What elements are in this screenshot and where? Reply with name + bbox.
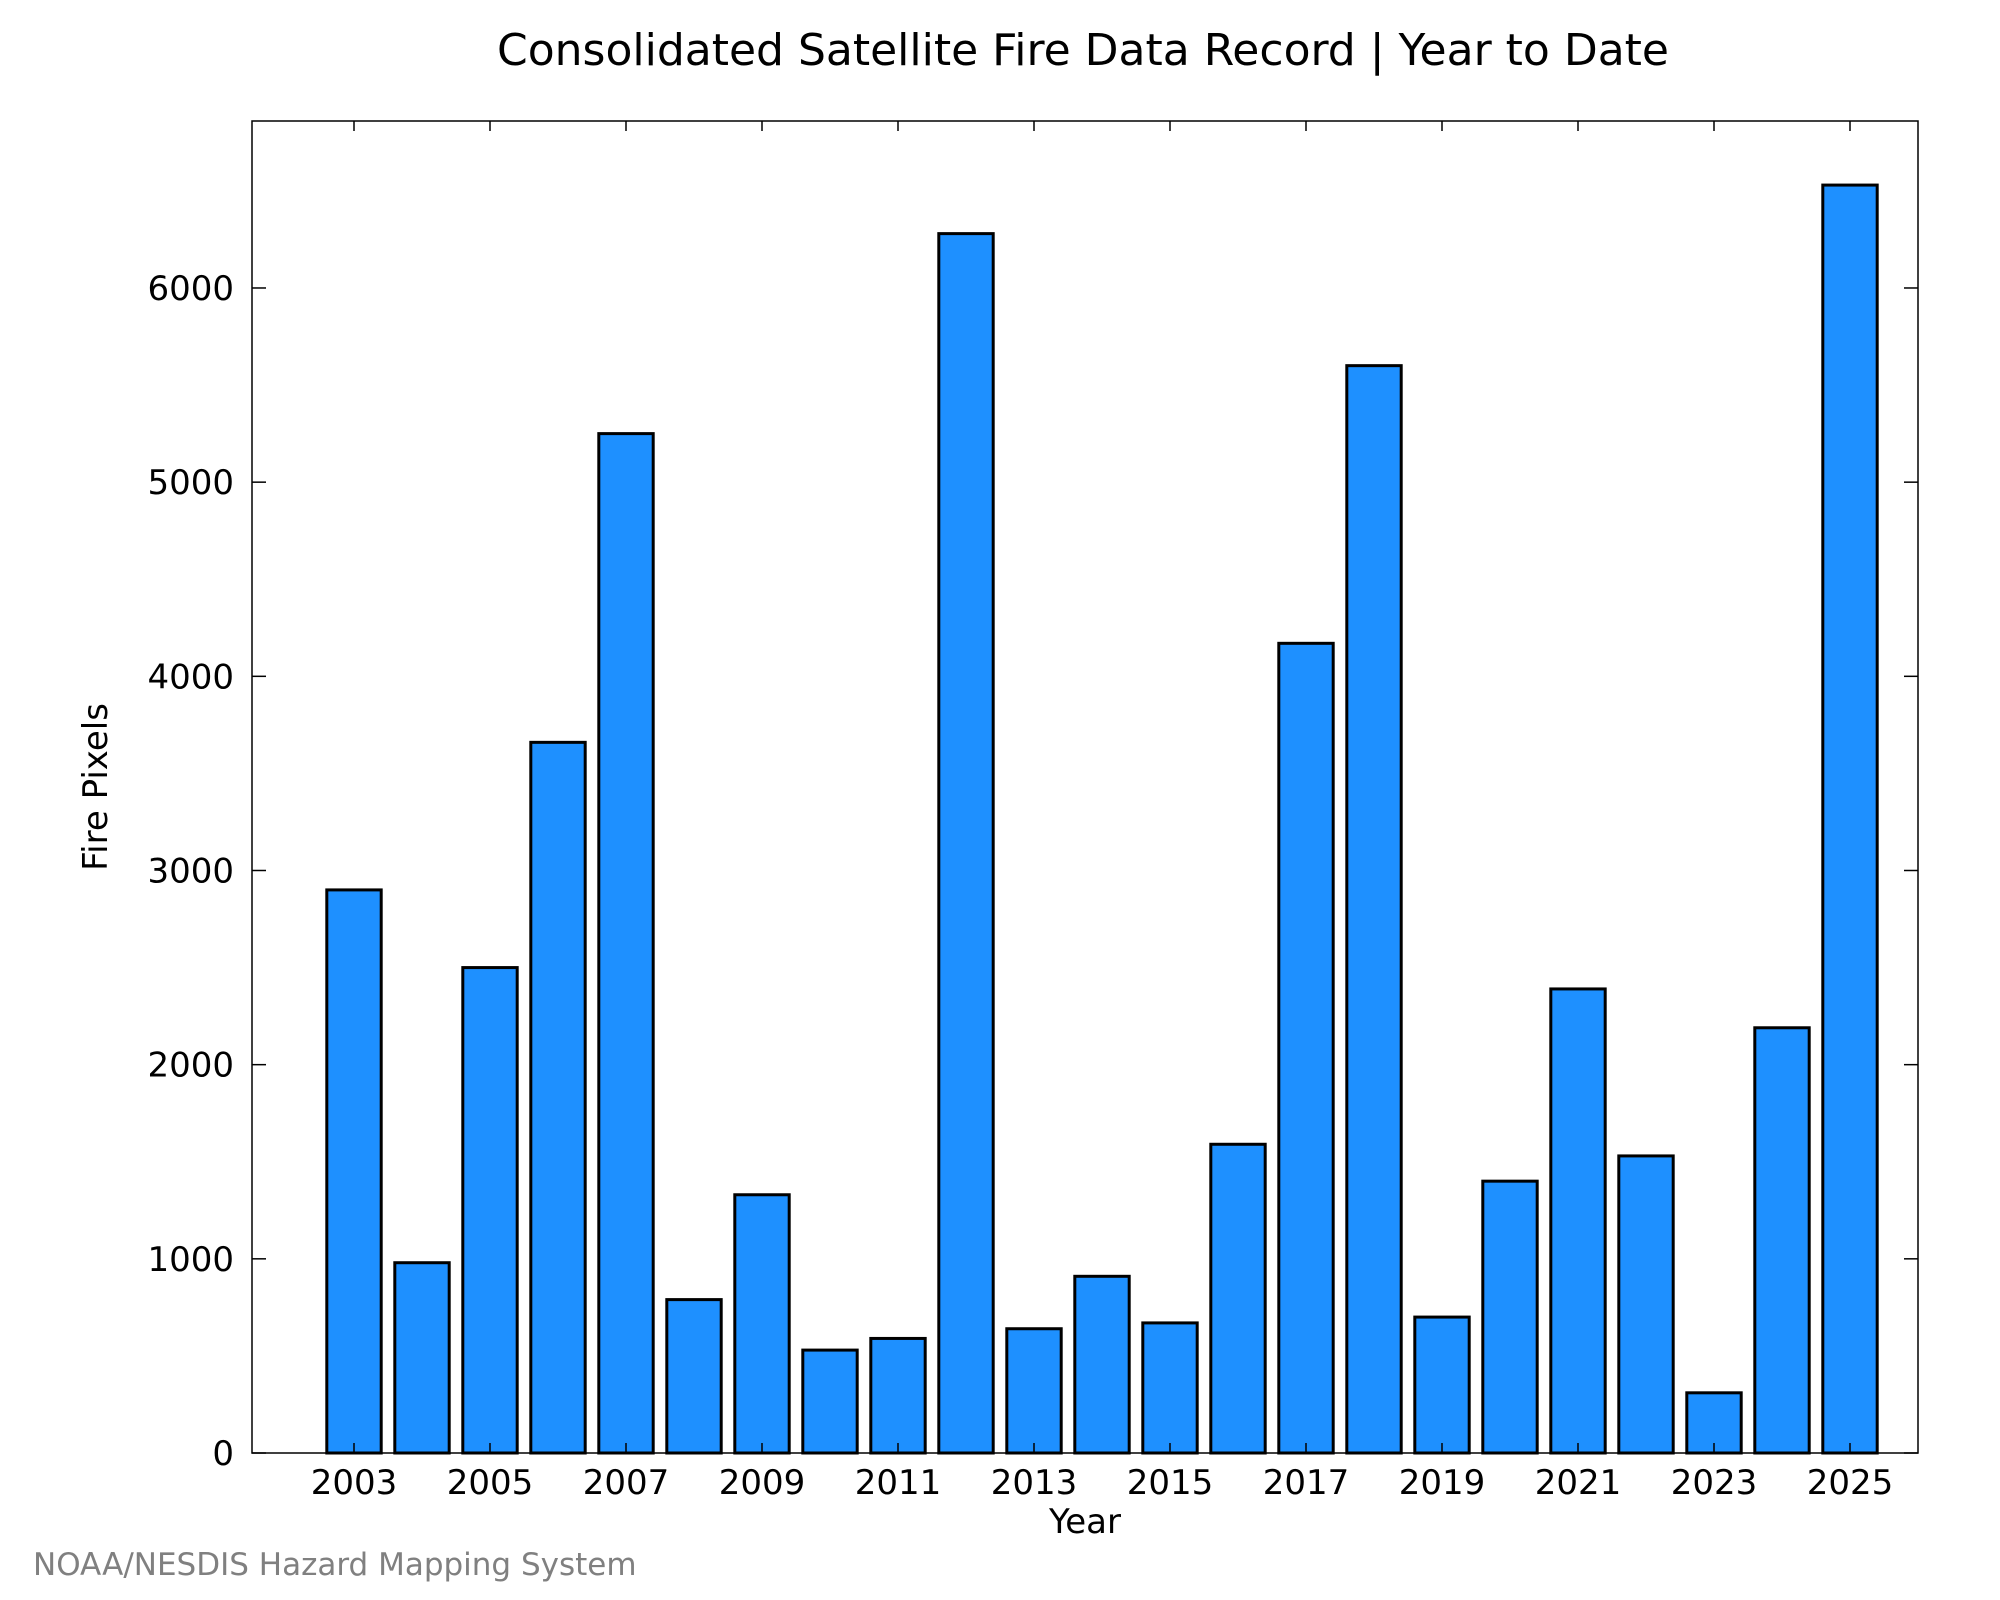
bar-2019 (1413, 1315, 1471, 1455)
x-tick-label: 2009 (719, 1463, 806, 1503)
bar-2024 (1753, 1026, 1811, 1455)
bar-2014 (1073, 1274, 1131, 1455)
bar-2012 (937, 232, 995, 1455)
x-axis-label: Year (1048, 1502, 1121, 1542)
axis-ticks (252, 121, 1918, 1454)
bar-2013 (1005, 1327, 1063, 1455)
chart-title: Consolidated Satellite Fire Data Record … (497, 25, 1669, 76)
bar-2007 (597, 432, 655, 1455)
bar-2009 (733, 1193, 791, 1455)
y-tick-label: 4000 (147, 657, 234, 697)
bar-2003 (325, 888, 383, 1455)
x-tick-label: 2011 (855, 1463, 942, 1503)
bar-2017 (1277, 641, 1335, 1455)
y-tick-label: 1000 (147, 1240, 234, 1280)
x-tick-label: 2013 (991, 1463, 1078, 1503)
x-tick-label: 2021 (1535, 1463, 1622, 1503)
bar-2004 (393, 1261, 451, 1455)
bar-2022 (1617, 1154, 1675, 1455)
y-tick-labels: 0 1000 2000 3000 4000 5000 6000 (147, 269, 234, 1474)
x-tick-label: 2023 (1671, 1463, 1758, 1503)
x-tick-label: 2017 (1263, 1463, 1350, 1503)
y-tick-label: 2000 (147, 1046, 234, 1086)
y-tick-label: 6000 (147, 269, 234, 309)
bar-2020 (1481, 1179, 1539, 1455)
bars (325, 183, 1879, 1455)
plot-frame (251, 120, 1919, 1454)
y-axis-label: Fire Pixels (76, 703, 116, 871)
x-tick-label: 2025 (1807, 1463, 1894, 1503)
x-tick-label: 2005 (447, 1463, 534, 1503)
x-tick-label: 2003 (311, 1463, 398, 1503)
bar-2021 (1549, 987, 1607, 1455)
y-tick-label: 0 (212, 1434, 234, 1474)
bar-2008 (665, 1298, 723, 1455)
bar-2016 (1209, 1142, 1267, 1455)
bar-2010 (801, 1348, 859, 1455)
x-tick-label: 2015 (1127, 1463, 1214, 1503)
y-tick-label: 5000 (147, 463, 234, 503)
bar-2011 (869, 1336, 927, 1455)
bar-2015 (1141, 1321, 1199, 1455)
bar-2006 (529, 740, 587, 1455)
bar-2025 (1821, 183, 1879, 1455)
x-tick-label: 2007 (583, 1463, 670, 1503)
credit-text: NOAA/NESDIS Hazard Mapping System (33, 1547, 637, 1583)
x-tick-label: 2019 (1399, 1463, 1486, 1503)
bar-2005 (461, 966, 519, 1455)
bar-2018 (1345, 364, 1403, 1455)
x-tick-labels: 2003 2005 2007 2009 2011 2013 2015 2017 2019 2021… (311, 1463, 1894, 1503)
y-tick-label: 3000 (147, 851, 234, 891)
